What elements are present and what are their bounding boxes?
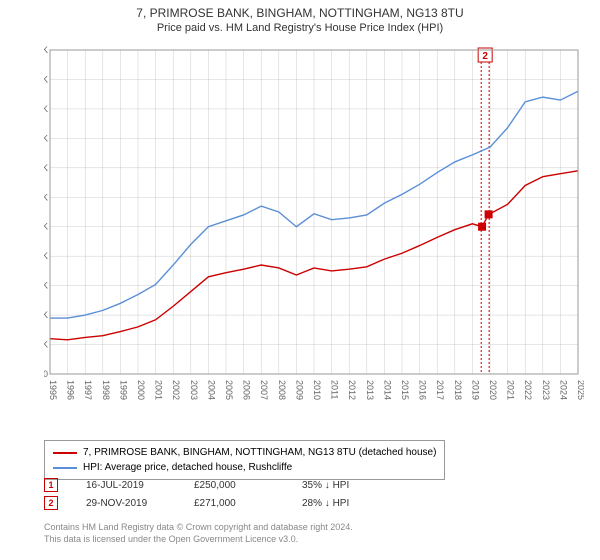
data-table: 1 16-JUL-2019 £250,000 35% ↓ HPI 2 29-NO… bbox=[44, 478, 382, 514]
svg-text:2023: 2023 bbox=[541, 380, 551, 400]
marker-box-1: 1 bbox=[44, 478, 58, 492]
svg-text:£350K: £350K bbox=[44, 163, 48, 173]
svg-text:£400K: £400K bbox=[44, 133, 48, 143]
svg-text:2017: 2017 bbox=[435, 380, 445, 400]
svg-text:2018: 2018 bbox=[453, 380, 463, 400]
svg-text:2016: 2016 bbox=[418, 380, 428, 400]
footer-line2: This data is licensed under the Open Gov… bbox=[44, 534, 353, 546]
svg-text:2006: 2006 bbox=[242, 380, 252, 400]
svg-text:2020: 2020 bbox=[488, 380, 498, 400]
svg-text:£550K: £550K bbox=[44, 45, 48, 55]
svg-text:2012: 2012 bbox=[347, 380, 357, 400]
legend-row-hpi: HPI: Average price, detached house, Rush… bbox=[53, 460, 436, 475]
legend-label-hpi: HPI: Average price, detached house, Rush… bbox=[83, 460, 292, 475]
svg-text:£500K: £500K bbox=[44, 74, 48, 84]
svg-text:2022: 2022 bbox=[523, 380, 533, 400]
svg-text:£50K: £50K bbox=[44, 340, 48, 350]
svg-text:£250K: £250K bbox=[44, 222, 48, 232]
title-sub: Price paid vs. HM Land Registry's House … bbox=[0, 22, 600, 34]
svg-text:1999: 1999 bbox=[118, 380, 128, 400]
svg-text:1997: 1997 bbox=[83, 380, 93, 400]
svg-text:£450K: £450K bbox=[44, 104, 48, 114]
svg-text:2013: 2013 bbox=[365, 380, 375, 400]
svg-text:£150K: £150K bbox=[44, 281, 48, 291]
title-block: 7, PRIMROSE BANK, BINGHAM, NOTTINGHAM, N… bbox=[0, 0, 600, 34]
svg-text:2011: 2011 bbox=[330, 380, 340, 399]
legend-swatch-property bbox=[53, 452, 77, 454]
svg-text:£0: £0 bbox=[44, 369, 48, 379]
legend-row-property: 7, PRIMROSE BANK, BINGHAM, NOTTINGHAM, N… bbox=[53, 445, 436, 460]
chart-svg: £0 £50K £100K £150K £200K £250K £300K £350K £400… bbox=[44, 44, 584, 414]
svg-text:£100K: £100K bbox=[44, 310, 48, 320]
legend-box: 7, PRIMROSE BANK, BINGHAM, NOTTINGHAM, N… bbox=[44, 440, 445, 480]
svg-text:2002: 2002 bbox=[171, 380, 181, 400]
svg-text:1996: 1996 bbox=[66, 380, 76, 400]
svg-text:2007: 2007 bbox=[259, 380, 269, 400]
svg-text:2015: 2015 bbox=[400, 380, 410, 400]
marker-box-2: 2 bbox=[44, 496, 58, 510]
svg-text:2000: 2000 bbox=[136, 380, 146, 400]
svg-text:£200K: £200K bbox=[44, 251, 48, 261]
svg-text:2008: 2008 bbox=[277, 380, 287, 400]
legend-label-property: 7, PRIMROSE BANK, BINGHAM, NOTTINGHAM, N… bbox=[83, 445, 436, 460]
svg-text:2009: 2009 bbox=[294, 380, 304, 400]
svg-text:2003: 2003 bbox=[189, 380, 199, 400]
price-2: £271,000 bbox=[194, 498, 274, 509]
title-main: 7, PRIMROSE BANK, BINGHAM, NOTTINGHAM, N… bbox=[0, 6, 600, 20]
svg-text:2: 2 bbox=[482, 51, 488, 62]
svg-text:1998: 1998 bbox=[101, 380, 111, 400]
svg-text:2005: 2005 bbox=[224, 380, 234, 400]
svg-text:2021: 2021 bbox=[506, 380, 516, 400]
svg-text:1995: 1995 bbox=[48, 380, 58, 400]
price-1: £250,000 bbox=[194, 480, 274, 491]
date-1: 16-JUL-2019 bbox=[86, 480, 166, 491]
footer-line1: Contains HM Land Registry data © Crown c… bbox=[44, 522, 353, 534]
svg-text:2019: 2019 bbox=[470, 380, 480, 400]
svg-text:2010: 2010 bbox=[312, 380, 322, 400]
svg-text:£300K: £300K bbox=[44, 192, 48, 202]
chart-container: 7, PRIMROSE BANK, BINGHAM, NOTTINGHAM, N… bbox=[0, 0, 600, 560]
svg-text:2024: 2024 bbox=[558, 380, 568, 400]
date-2: 29-NOV-2019 bbox=[86, 498, 166, 509]
footer: Contains HM Land Registry data © Crown c… bbox=[44, 522, 353, 545]
svg-text:2001: 2001 bbox=[154, 380, 164, 400]
legend-swatch-hpi bbox=[53, 467, 77, 469]
data-row-1: 1 16-JUL-2019 £250,000 35% ↓ HPI bbox=[44, 478, 382, 492]
svg-text:2025: 2025 bbox=[576, 380, 584, 400]
delta-1: 35% ↓ HPI bbox=[302, 480, 382, 491]
delta-2: 28% ↓ HPI bbox=[302, 498, 382, 509]
data-row-2: 2 29-NOV-2019 £271,000 28% ↓ HPI bbox=[44, 496, 382, 510]
svg-text:2014: 2014 bbox=[382, 380, 392, 400]
svg-text:2004: 2004 bbox=[206, 380, 216, 400]
